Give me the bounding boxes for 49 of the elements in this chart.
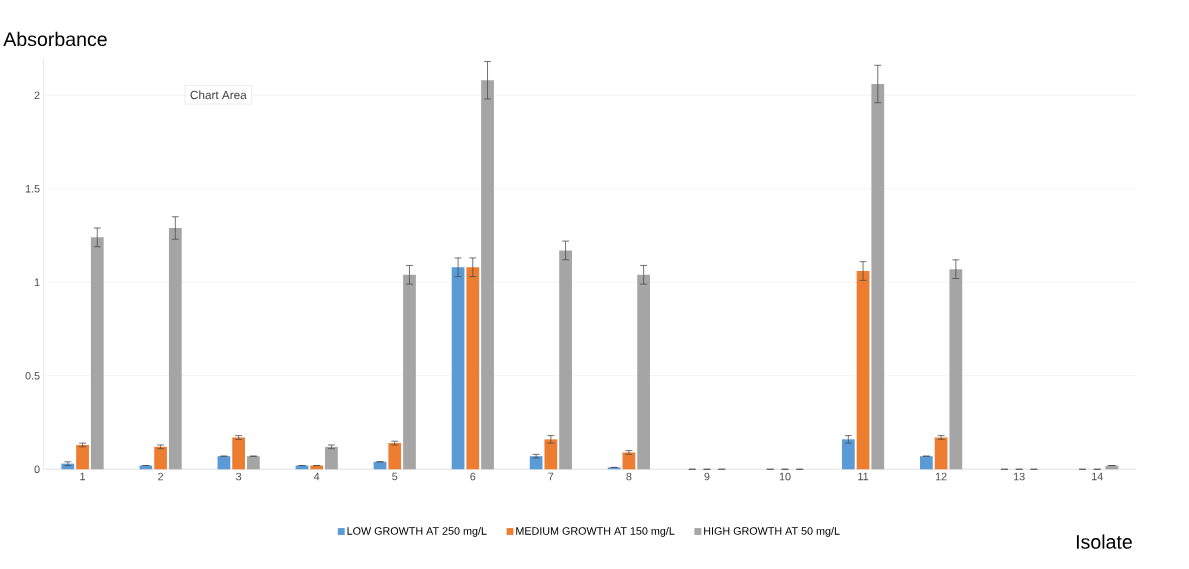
- bar: [544, 439, 558, 470]
- annotation: Chart Area: [190, 90, 247, 99]
- bar: [856, 270, 870, 470]
- bar: [949, 268, 963, 470]
- bar: [90, 237, 104, 470]
- bar: [622, 452, 636, 470]
- bar: [466, 267, 480, 470]
- y-tick-label: 2: [34, 91, 40, 99]
- bar: [232, 437, 246, 470]
- legend-label: MEDIUM GROWTH AT 150 mg/L: [516, 526, 675, 537]
- y-axis-title: Absorbance: [3, 31, 107, 46]
- bar: [373, 461, 387, 470]
- bar: [325, 446, 338, 470]
- y-tick-label: 0: [34, 465, 40, 473]
- y-tick-label: 1: [34, 278, 40, 286]
- bar: [871, 83, 885, 470]
- x-tick-label: 13: [1013, 472, 1025, 481]
- x-tick-label: 6: [470, 472, 476, 481]
- x-tick-label: 12: [935, 472, 947, 481]
- x-tick-label: 7: [548, 472, 554, 480]
- bar: [934, 437, 948, 470]
- x-tick-label: 1: [80, 472, 86, 480]
- y-tick-label: 0.5: [25, 371, 40, 380]
- bar: [154, 446, 167, 470]
- bar: [637, 274, 651, 470]
- x-axis-title: Isolate: [1076, 534, 1132, 549]
- x-tick-label: 4: [313, 472, 320, 480]
- bar: [451, 267, 465, 470]
- bar: [920, 455, 933, 470]
- legend-label: LOW GROWTH AT 250 mg/L: [347, 526, 487, 537]
- legend-label: HIGH GROWTH AT 50 mg/L: [704, 526, 840, 537]
- x-tick-label: 8: [626, 472, 632, 481]
- bar: [841, 439, 855, 470]
- bar: [559, 250, 572, 470]
- y-tick-label: 1.5: [25, 184, 40, 193]
- bar: [481, 80, 494, 470]
- bar: [76, 444, 89, 470]
- bar: [246, 455, 260, 470]
- bar: [388, 442, 402, 470]
- x-tick-label: 2: [158, 472, 164, 481]
- x-tick-label: 11: [858, 472, 869, 480]
- x-tick-label: 3: [236, 472, 242, 481]
- bar: [529, 455, 543, 470]
- bar: [168, 227, 182, 470]
- x-tick-label: 14: [1092, 472, 1103, 480]
- bar: [403, 274, 416, 470]
- x-tick-label: 10: [779, 472, 791, 481]
- x-tick-label: 5: [392, 472, 398, 481]
- x-tick-label: 9: [704, 472, 710, 481]
